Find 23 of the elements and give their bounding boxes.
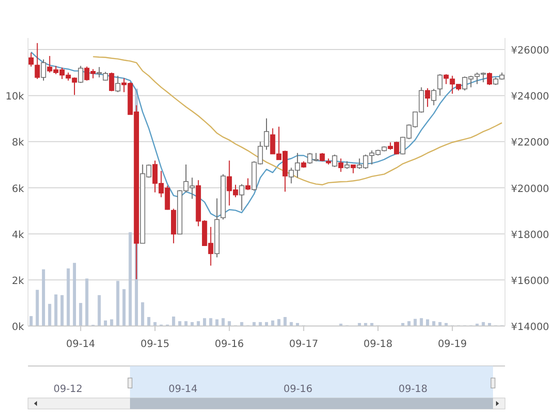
y-tick-label: ¥22000 <box>511 138 550 149</box>
y2-tick-label: 10k <box>5 92 24 103</box>
x-tick-label: 09-16 <box>214 339 244 350</box>
text: 09-14 <box>168 384 198 395</box>
x-tick-label: 09-18 <box>363 339 393 350</box>
text: 09-18 <box>398 384 428 395</box>
text: 09-12 <box>53 384 83 395</box>
y-tick-label: ¥14000 <box>511 322 550 333</box>
x-tick-label: 09-14 <box>66 339 96 350</box>
text: 09-16 <box>283 384 313 395</box>
x-tick-label: 09-17 <box>289 339 318 350</box>
y-tick-label: ¥18000 <box>511 230 550 241</box>
x-tick-label: 09-19 <box>438 339 467 350</box>
y2-tick-label: 8k <box>12 138 24 149</box>
y2-tick-label: 6k <box>12 184 24 195</box>
y-tick-label: ¥26000 <box>511 46 550 57</box>
x-tick-label: 09-15 <box>140 339 170 350</box>
y2-tick-label: 4k <box>12 230 24 241</box>
y-tick-label: ¥20000 <box>511 184 550 195</box>
y-tick-label: ¥24000 <box>511 92 550 103</box>
y2-tick-label: 0k <box>12 322 24 333</box>
y2-tick-label: 2k <box>12 276 24 287</box>
y-tick-label: ¥16000 <box>511 276 550 287</box>
